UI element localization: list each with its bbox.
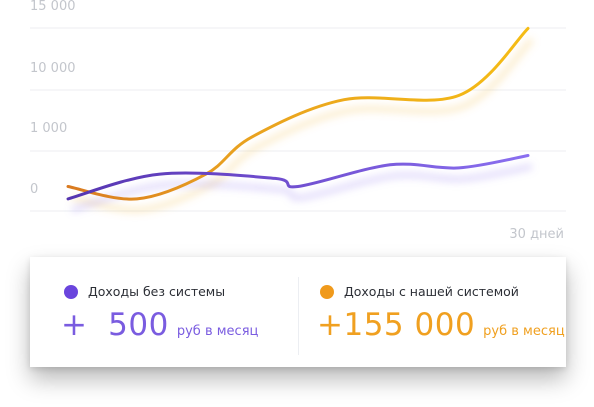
legend-item-with-system: Доходы с нашей системой +155 000 руб в м… [317, 257, 566, 367]
x-end-label: 30 дней [509, 227, 564, 242]
series-shadow-orange [71, 37, 534, 213]
gridlines [30, 27, 566, 212]
y-tick-label: 10 000 [30, 61, 76, 76]
legend-item-without-system: Доходы без системы + 500 руб в месяц [61, 257, 294, 367]
legend-label: Доходы с нашей системой [344, 284, 519, 299]
legend-dot-orange [320, 284, 334, 299]
series-line-without-system [66, 154, 530, 201]
legend-dot-purple [64, 284, 78, 299]
legend-card: Доходы без системы + 500 руб в месяц Дох… [30, 257, 566, 367]
income-unit: руб в месяц [483, 324, 565, 339]
series-shadow-purple [71, 164, 533, 213]
income-chart: 15 000 10 000 1 000 0 30 дней [30, 0, 566, 242]
y-tick-label: 15 000 [30, 0, 76, 14]
legend-divider [298, 277, 299, 355]
series-line-with-system [66, 26, 530, 201]
income-value: +155 000 [317, 307, 476, 343]
y-axis-ticks: 15 000 10 000 1 000 0 [30, 0, 76, 197]
income-unit: руб в месяц [176, 324, 259, 339]
legend-label: Доходы без системы [88, 284, 226, 299]
income-value: + 500 [61, 307, 169, 343]
y-tick-label: 1 000 [30, 121, 67, 136]
y-tick-label: 0 [30, 182, 38, 197]
